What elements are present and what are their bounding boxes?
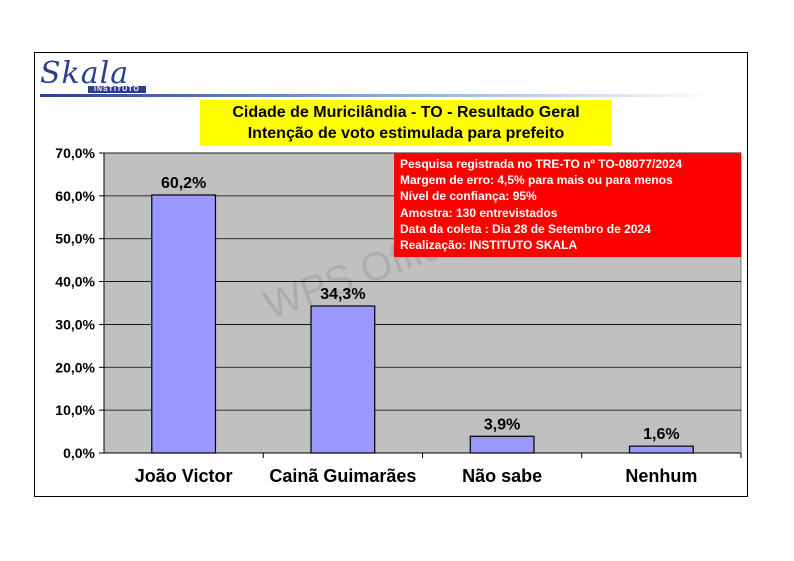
- bar: [469, 435, 535, 454]
- logo-text: Skala: [40, 56, 130, 91]
- survey-info-box: Pesquisa registrada no TRE-TO nº TO-0807…: [394, 153, 741, 257]
- info-line-margin: Margem de erro: 4,5% para mais ou para m…: [400, 173, 673, 188]
- bar: [151, 194, 217, 454]
- y-tick-label: 60,0%: [55, 188, 95, 204]
- logo-underline: [40, 94, 720, 97]
- chart-subtitle: Intenção de voto estimulada para prefeit…: [247, 125, 565, 142]
- chart-title: Cidade de Muricilândia - TO - Resultado …: [232, 104, 580, 121]
- y-tick-label: 40,0%: [55, 274, 95, 290]
- info-line-sample: Amostra: 130 entrevistados: [400, 205, 558, 220]
- category-label: Não sabe: [462, 466, 542, 486]
- category-label: Cainã Guimarães: [269, 466, 416, 486]
- value-labels: 60,2% 34,3% 3,9% 1,6%: [161, 175, 680, 443]
- bars: [151, 194, 694, 454]
- info-line-registration: Pesquisa registrada no TRE-TO nº TO-0807…: [400, 157, 683, 171]
- value-label: 34,3%: [320, 286, 365, 303]
- category-labels: João Victor Cainã Guimarães Não sabe Nenhum: [135, 466, 698, 486]
- info-line-confidence: Nível de confiança: 95%: [400, 189, 537, 204]
- value-label: 1,6%: [643, 426, 679, 443]
- y-tick-label: 20,0%: [55, 359, 95, 375]
- logo-subtitle: INSTITUTO: [88, 86, 146, 93]
- value-label: 60,2%: [161, 175, 206, 192]
- y-tick-label: 0,0%: [63, 445, 95, 461]
- y-tick-label: 30,0%: [55, 316, 95, 332]
- info-line-author: Realização: INSTITUTO SKALA: [400, 238, 578, 253]
- y-tick-labels: 0,0% 10,0% 20,0% 30,0% 40,0% 50,0% 60,0% 70,0%: [55, 145, 95, 461]
- category-label: Nenhum: [625, 466, 697, 486]
- y-tick-label: 50,0%: [55, 231, 95, 247]
- y-tick-label: 10,0%: [55, 402, 95, 418]
- bar: [628, 445, 694, 454]
- skala-logo: Skala INSTITUTO: [40, 56, 160, 98]
- chart-title-box: Cidade de Muricilândia - TO - Resultado …: [200, 100, 612, 146]
- y-tick-label: 70,0%: [55, 145, 95, 161]
- category-label: João Victor: [135, 466, 233, 486]
- value-label: 3,9%: [484, 416, 520, 433]
- info-line-date: Data da coleta : Dia 28 de Setembro de 2…: [400, 221, 651, 236]
- bar: [310, 305, 376, 454]
